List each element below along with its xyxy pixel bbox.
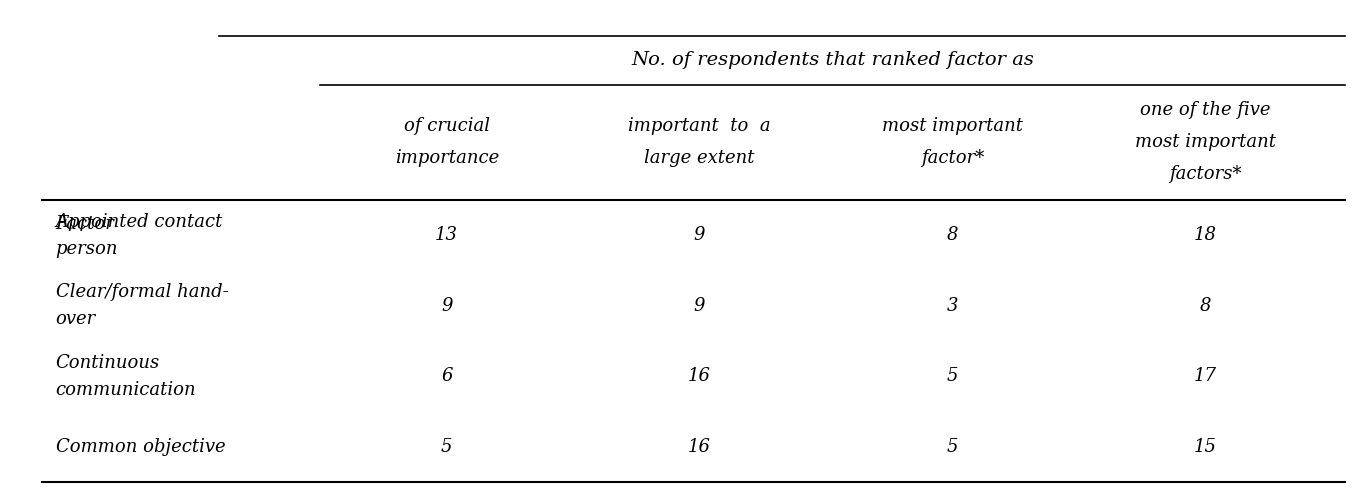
Text: 9: 9	[694, 297, 706, 315]
Text: 5: 5	[947, 367, 957, 385]
Text: most important: most important	[1134, 133, 1276, 151]
Text: 13: 13	[435, 226, 458, 244]
Text: factors*: factors*	[1168, 165, 1242, 183]
Text: important  to  a: important to a	[628, 117, 771, 136]
Text: Factor: Factor	[56, 214, 114, 233]
Text: 17: 17	[1194, 367, 1217, 385]
Text: factor*: factor*	[921, 149, 983, 167]
Text: of crucial: of crucial	[404, 117, 490, 136]
Text: 6: 6	[441, 367, 453, 385]
Text: large extent: large extent	[645, 149, 755, 167]
Text: one of the five: one of the five	[1140, 102, 1270, 119]
Text: over: over	[56, 310, 97, 328]
Text: 5: 5	[441, 438, 453, 456]
Text: most important: most important	[881, 117, 1023, 136]
Text: 8: 8	[947, 226, 957, 244]
Text: 15: 15	[1194, 438, 1217, 456]
Text: 5: 5	[947, 438, 957, 456]
Text: person: person	[56, 240, 118, 258]
Text: 3: 3	[947, 297, 957, 315]
Text: 9: 9	[694, 226, 706, 244]
Text: 9: 9	[441, 297, 453, 315]
Text: 8: 8	[1200, 297, 1210, 315]
Text: communication: communication	[56, 381, 196, 398]
Text: 18: 18	[1194, 226, 1217, 244]
Text: importance: importance	[394, 149, 499, 167]
Text: Clear/formal hand-: Clear/formal hand-	[56, 283, 228, 301]
Text: 16: 16	[688, 438, 711, 456]
Text: No. of respondents that ranked factor as: No. of respondents that ranked factor as	[631, 51, 1034, 69]
Text: 16: 16	[688, 367, 711, 385]
Text: Continuous: Continuous	[56, 353, 160, 372]
Text: Appointed contact: Appointed contact	[56, 212, 223, 231]
Text: Common objective: Common objective	[56, 438, 226, 456]
